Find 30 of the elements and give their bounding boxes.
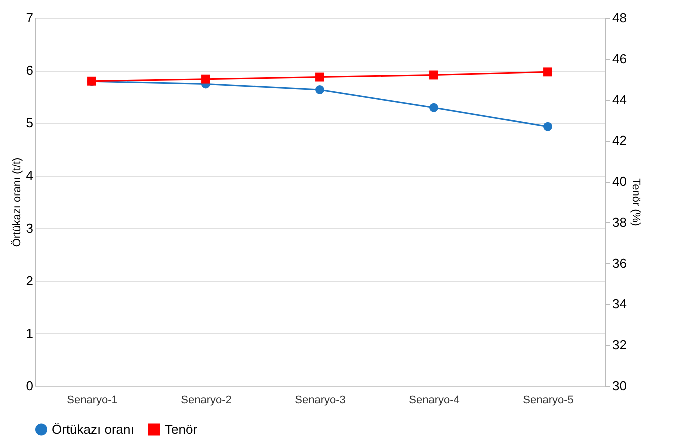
x-tick-label: Senaryo-4: [409, 394, 460, 406]
y2-tick-label: 46: [612, 51, 627, 66]
x-tick-label: Senaryo-5: [523, 394, 574, 406]
y2-tick-label: 48: [612, 10, 627, 26]
y2-tick-label: 38: [612, 214, 627, 230]
y-tick-label: 3: [26, 220, 34, 236]
y-tick-label: 5: [26, 116, 34, 131]
point: [430, 103, 438, 112]
x-tick-label: Senaryo-1: [67, 394, 118, 406]
y-tick-label: 7: [26, 10, 34, 26]
y-tick-label: 0: [26, 378, 34, 394]
x-tick-label: Senaryo-2: [181, 394, 232, 406]
y2-tick-label: 34: [612, 296, 627, 312]
point: [544, 122, 552, 132]
legend-label: Örtükazı oranı: [52, 422, 134, 437]
point: [316, 86, 324, 94]
y2-tick-label: 30: [612, 378, 627, 394]
legend-label: Tenör: [165, 422, 198, 437]
y-axis-title: Örtükazı oranı (t/t): [10, 158, 24, 248]
y2-axis-title: Tenör (%): [630, 178, 642, 226]
y2-tick-label: 40: [612, 174, 627, 190]
y2-tick-label: 32: [612, 338, 627, 353]
x-tick-label: Senaryo-3: [295, 394, 346, 406]
y-tick-label: 4: [26, 168, 34, 184]
y-tick-label: 1: [26, 326, 34, 341]
y2-tick-label: 44: [612, 92, 627, 108]
y2-tick-label: 36: [612, 256, 627, 271]
y2-tick-label: 42: [612, 133, 627, 148]
y-tick-label: 2: [26, 273, 34, 288]
y-tick-label: 6: [26, 63, 34, 78]
